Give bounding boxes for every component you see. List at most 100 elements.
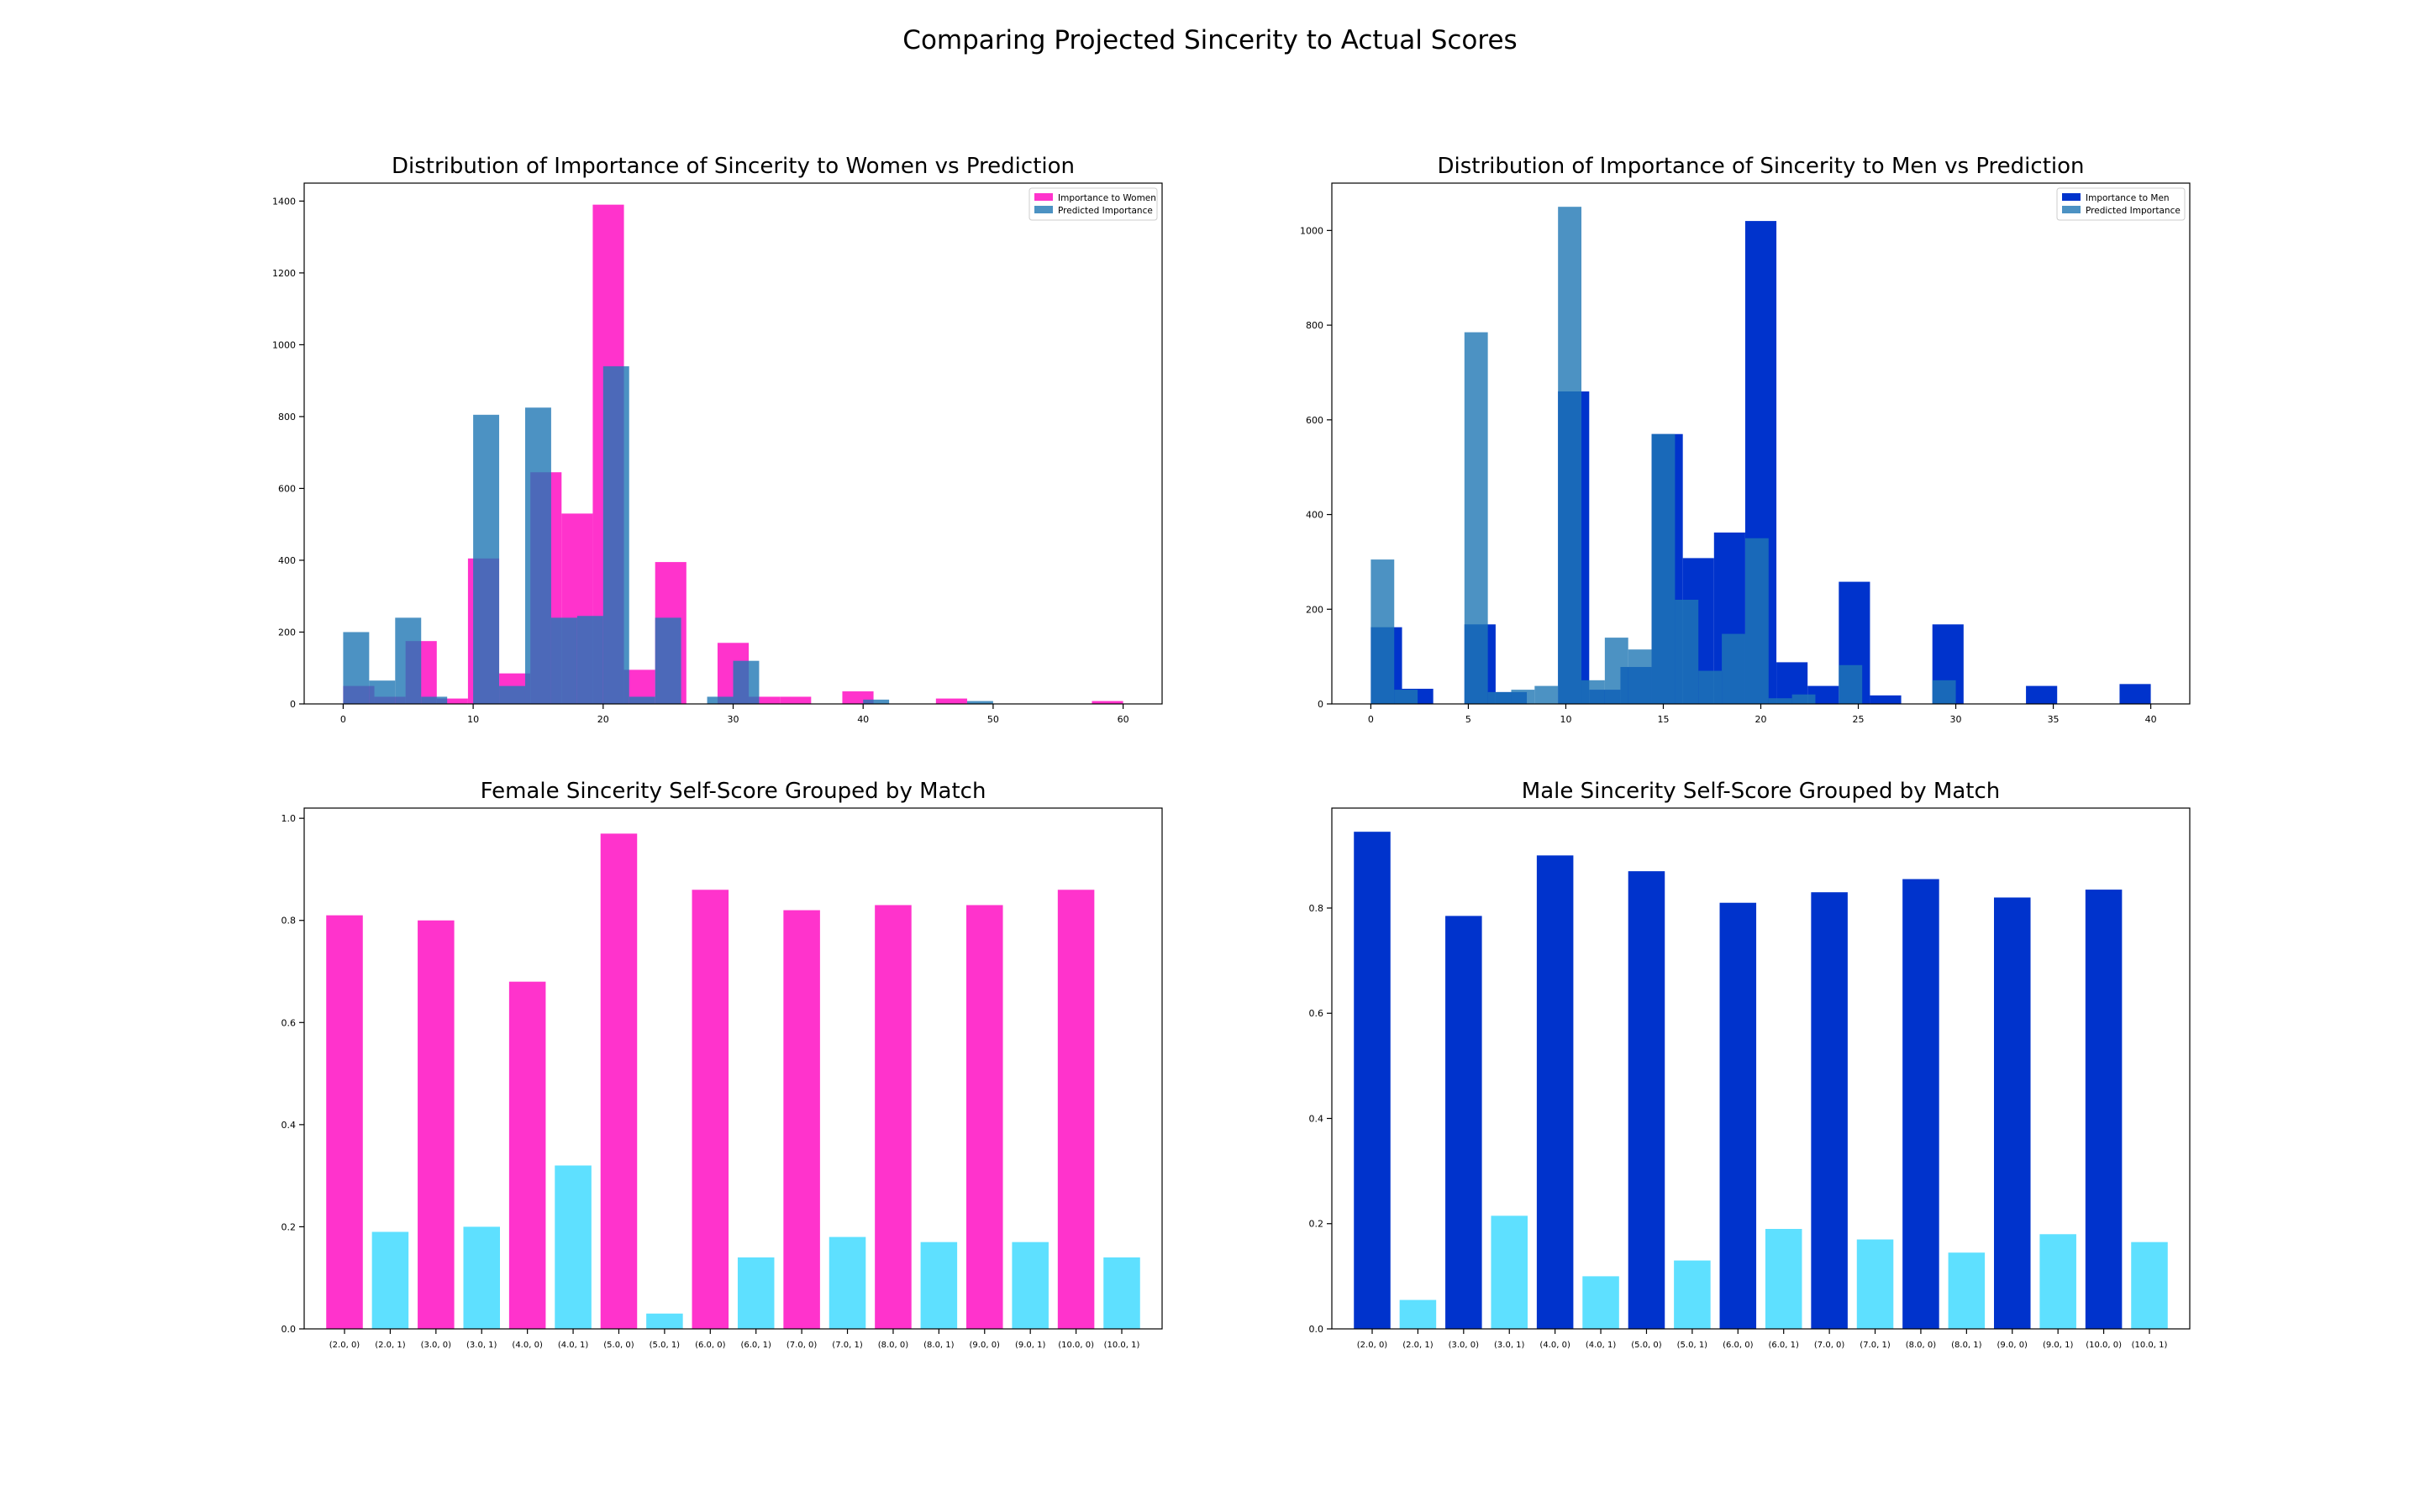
x-tick-label: (6.0, 1) (740, 1341, 771, 1350)
histogram-bar (733, 660, 760, 704)
bar (1811, 892, 1848, 1329)
bar (1719, 902, 1757, 1329)
x-tick-label: (9.0, 1) (1015, 1341, 1046, 1350)
bar (646, 1313, 683, 1329)
x-tick-label: (7.0, 1) (1860, 1341, 1891, 1350)
y-tick-label: 0.2 (1309, 1219, 1324, 1230)
x-tick-label: (3.0, 1) (1494, 1341, 1525, 1350)
bar (829, 1236, 866, 1329)
subplot-title: Female Sincerity Self-Score Grouped by M… (481, 779, 986, 804)
histogram-bar (1464, 332, 1488, 704)
x-tick-label: 35 (2048, 714, 2060, 725)
histogram-bar (1604, 638, 1628, 704)
bar (1491, 1215, 1528, 1329)
x-tick-label: 60 (1118, 714, 1129, 725)
x-tick-label: 25 (1853, 714, 1865, 725)
x-tick-label: 50 (987, 714, 999, 725)
x-tick-label: (3.0, 0) (1449, 1341, 1480, 1350)
x-tick-label: 0 (340, 714, 346, 725)
subplot-title: Distribution of Importance of Sincerity … (1437, 154, 2084, 179)
x-tick-label: (5.0, 1) (650, 1341, 681, 1350)
subplot-4: Male Sincerity Self-Score Grouped by Mat… (1309, 779, 2191, 1350)
bar (875, 905, 912, 1329)
bar (1536, 855, 1574, 1329)
histogram-bar (1722, 633, 1745, 704)
histogram-bar (1870, 695, 1902, 704)
legend: Importance to Women Predicted Importance (1028, 187, 1158, 221)
x-tick-label: (8.0, 1) (923, 1341, 955, 1350)
histogram-bar (2119, 684, 2151, 704)
legend-label: Importance to Women (1058, 193, 1156, 203)
axes-frame (1331, 807, 2191, 1330)
y-tick-label: 200 (1306, 604, 1323, 615)
y-tick-label: 400 (1306, 510, 1323, 521)
x-tick-label: (4.0, 0) (512, 1341, 543, 1350)
bar (326, 915, 363, 1329)
subplot-1: Distribution of Importance of Sincerity … (272, 154, 1163, 725)
histogram-bar (1675, 600, 1699, 704)
x-tick-label: (5.0, 0) (1631, 1341, 1662, 1350)
subplot-title: Distribution of Importance of Sincerity … (392, 154, 1075, 179)
bar (1674, 1260, 1711, 1329)
x-tick-label: (9.0, 0) (970, 1341, 1001, 1350)
x-tick-label: (10.0, 0) (2086, 1341, 2122, 1350)
x-tick-label: 40 (857, 714, 869, 725)
histogram-bar (655, 617, 681, 704)
y-tick-label: 1200 (272, 268, 296, 279)
x-tick-label: 40 (2145, 714, 2157, 725)
bar (1057, 890, 1095, 1329)
histogram-bar (499, 685, 525, 704)
y-tick-label: 1000 (1300, 225, 1323, 236)
x-tick-label: (7.0, 0) (786, 1341, 818, 1350)
bar (920, 1242, 958, 1329)
y-tick-label: 1000 (272, 339, 296, 350)
histogram-bar (1534, 685, 1559, 704)
histogram-bar (1370, 559, 1395, 704)
x-tick-label: 0 (1368, 714, 1374, 725)
histogram-bar (524, 407, 551, 704)
x-tick-label: (4.0, 1) (1586, 1341, 1617, 1350)
legend: Importance to Men Predicted Importance (2056, 187, 2186, 221)
plot-area (304, 183, 1162, 704)
bar (418, 920, 455, 1329)
histogram-bar (2026, 685, 2058, 704)
x-tick-label: (9.0, 0) (1997, 1341, 2028, 1350)
subplot-3: Female Sincerity Self-Score Grouped by M… (281, 779, 1163, 1350)
x-tick-label: 10 (1560, 714, 1571, 725)
x-tick-label: (10.0, 1) (1104, 1341, 1140, 1350)
y-tick-label: 800 (278, 412, 296, 423)
y-tick-label: 600 (1306, 415, 1323, 426)
axes-frame (1331, 182, 2191, 705)
histogram-bar (1628, 649, 1652, 704)
bar (1948, 1252, 1986, 1329)
histogram-bar (421, 696, 448, 704)
y-tick-label: 0.8 (1309, 903, 1324, 914)
series-2 (1370, 207, 1956, 704)
histogram-bar (1698, 670, 1723, 704)
histogram-bar (749, 696, 781, 704)
x-tick-label: (10.0, 1) (2132, 1341, 2168, 1350)
x-tick-label: 20 (1755, 714, 1767, 725)
histogram-bar (1932, 680, 1956, 704)
y-tick-label: 0.6 (281, 1017, 297, 1028)
y-tick-label: 400 (278, 555, 296, 566)
histogram-bar (436, 698, 468, 704)
x-tick-label: (8.0, 0) (1906, 1341, 1937, 1350)
x-tick-label: 15 (1657, 714, 1669, 725)
legend-label: Predicted Importance (2086, 206, 2181, 216)
histogram-bar (780, 696, 812, 704)
x-tick-label: 30 (1950, 714, 1962, 725)
bar (692, 890, 729, 1329)
x-tick-label: 30 (728, 714, 739, 725)
bar (1012, 1242, 1049, 1329)
x-tick-label: (4.0, 1) (558, 1341, 589, 1350)
histogram-bar (629, 696, 655, 704)
bar (555, 1165, 592, 1329)
histogram-bar (935, 698, 967, 704)
y-tick-label: 0.6 (1309, 1008, 1324, 1019)
legend-frame (1028, 187, 1158, 221)
bar (1856, 1239, 1894, 1329)
bar (2085, 890, 2123, 1329)
bar (600, 833, 638, 1329)
histogram-bar (602, 366, 629, 704)
